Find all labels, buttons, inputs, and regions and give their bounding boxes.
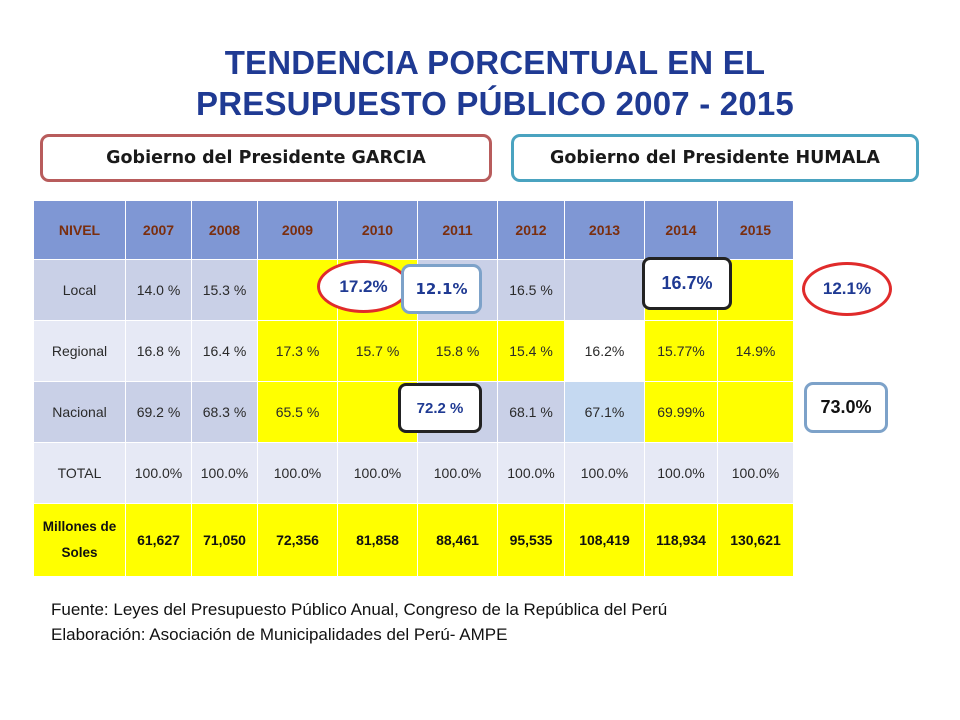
row-label-total: TOTAL <box>33 442 126 504</box>
title-line-2: PRESUPUESTO PÚBLICO 2007 - 2015 <box>196 85 794 122</box>
title-line-1: TENDENCIA PORCENTUAL EN EL <box>224 44 766 81</box>
header-2008: 2008 <box>191 200 258 260</box>
table-cell: 100.0% <box>644 442 718 504</box>
table-cell: 88,461 <box>417 503 498 577</box>
row-label-millones: Millones de Soles <box>33 503 126 577</box>
table-cell: 118,934 <box>644 503 718 577</box>
table-cell: 100.0% <box>191 442 258 504</box>
table-row-total: TOTAL 100.0% 100.0% 100.0% 100.0% 100.0%… <box>33 442 794 504</box>
table-cell: 15.3 % <box>191 259 258 321</box>
highlight-nacional-2010: 72.2 % <box>398 383 482 433</box>
header-2012: 2012 <box>497 200 565 260</box>
source-line-2: Elaboración: Asociación de Municipalidad… <box>51 625 508 644</box>
table-cell: 108,419 <box>564 503 645 577</box>
table-row-nacional: Nacional 69.2 % 68.3 % 65.5 % 70.8 % 68.… <box>33 381 794 443</box>
table-cell: 68.1 % <box>497 381 565 443</box>
table-cell: 69.2 % <box>125 381 192 443</box>
table-cell: 100.0% <box>497 442 565 504</box>
highlight-local-2013: 16.7% <box>642 257 732 310</box>
table-cell: 15.7 % <box>337 320 418 382</box>
table-cell: 81,858 <box>337 503 418 577</box>
table-cell: 16.8 % <box>125 320 192 382</box>
table-cell: 100.0% <box>257 442 338 504</box>
table-cell: 15.8 % <box>417 320 498 382</box>
header-nivel: NIVEL <box>33 200 126 260</box>
table-cell: 100.0% <box>125 442 192 504</box>
table-cell: 71,050 <box>191 503 258 577</box>
source-note: Fuente: Leyes del Presupuesto Público An… <box>51 597 667 647</box>
page-title: TENDENCIA PORCENTUAL EN EL PRESUPUESTO P… <box>0 42 960 124</box>
row-label-local: Local <box>33 259 126 321</box>
header-2010: 2010 <box>337 200 418 260</box>
table-cell: 15.77% <box>644 320 718 382</box>
table-cell <box>717 381 794 443</box>
row-label-regional: Regional <box>33 320 126 382</box>
table-cell: 100.0% <box>717 442 794 504</box>
row-label-millones-line1: Millones de <box>42 519 117 534</box>
header-2007: 2007 <box>125 200 192 260</box>
table-cell: 14.9% <box>717 320 794 382</box>
header-2015: 2015 <box>717 200 794 260</box>
table-cell: 14.0 % <box>125 259 192 321</box>
table-cell: 16.5 % <box>497 259 565 321</box>
table-cell: 68.3 % <box>191 381 258 443</box>
table-cell: 16.4 % <box>191 320 258 382</box>
table-cell: 95,535 <box>497 503 565 577</box>
row-label-millones-line2: Soles <box>61 545 98 560</box>
header-2011: 2011 <box>417 200 498 260</box>
table-cell: 100.0% <box>564 442 645 504</box>
table-header-row: NIVEL 2007 2008 2009 2010 2011 2012 2013… <box>33 200 794 260</box>
table-cell: 100.0% <box>337 442 418 504</box>
table-cell: 15.4 % <box>497 320 565 382</box>
table-cell: 65.5 % <box>257 381 338 443</box>
garcia-government-label: Gobierno del Presidente GARCIA <box>40 134 492 182</box>
table-cell: 61,627 <box>125 503 192 577</box>
table-row-millones: Millones de Soles 61,627 71,050 72,356 8… <box>33 503 794 577</box>
header-2014: 2014 <box>644 200 718 260</box>
table-cell: 100.0% <box>417 442 498 504</box>
table-cell: 16.2% <box>564 320 645 382</box>
humala-government-label: Gobierno del Presidente HUMALA <box>511 134 919 182</box>
row-label-nacional: Nacional <box>33 381 126 443</box>
source-line-1: Fuente: Leyes del Presupuesto Público An… <box>51 600 668 619</box>
highlight-local-2010: 12.1% <box>401 264 482 314</box>
table-cell: 69.99% <box>644 381 718 443</box>
highlight-local-2009: 17.2% <box>317 260 410 313</box>
header-2009: 2009 <box>257 200 338 260</box>
header-2013: 2013 <box>564 200 645 260</box>
table-cell: 17.3 % <box>257 320 338 382</box>
table-cell: 67.1% <box>564 381 645 443</box>
highlight-nacional-2015: 73.0% <box>804 382 888 433</box>
table-cell: 72,356 <box>257 503 338 577</box>
table-cell <box>564 259 645 321</box>
table-cell: 130,621 <box>717 503 794 577</box>
table-row-regional: Regional 16.8 % 16.4 % 17.3 % 15.7 % 15.… <box>33 320 794 382</box>
highlight-local-2015: 12.1% <box>802 262 892 316</box>
